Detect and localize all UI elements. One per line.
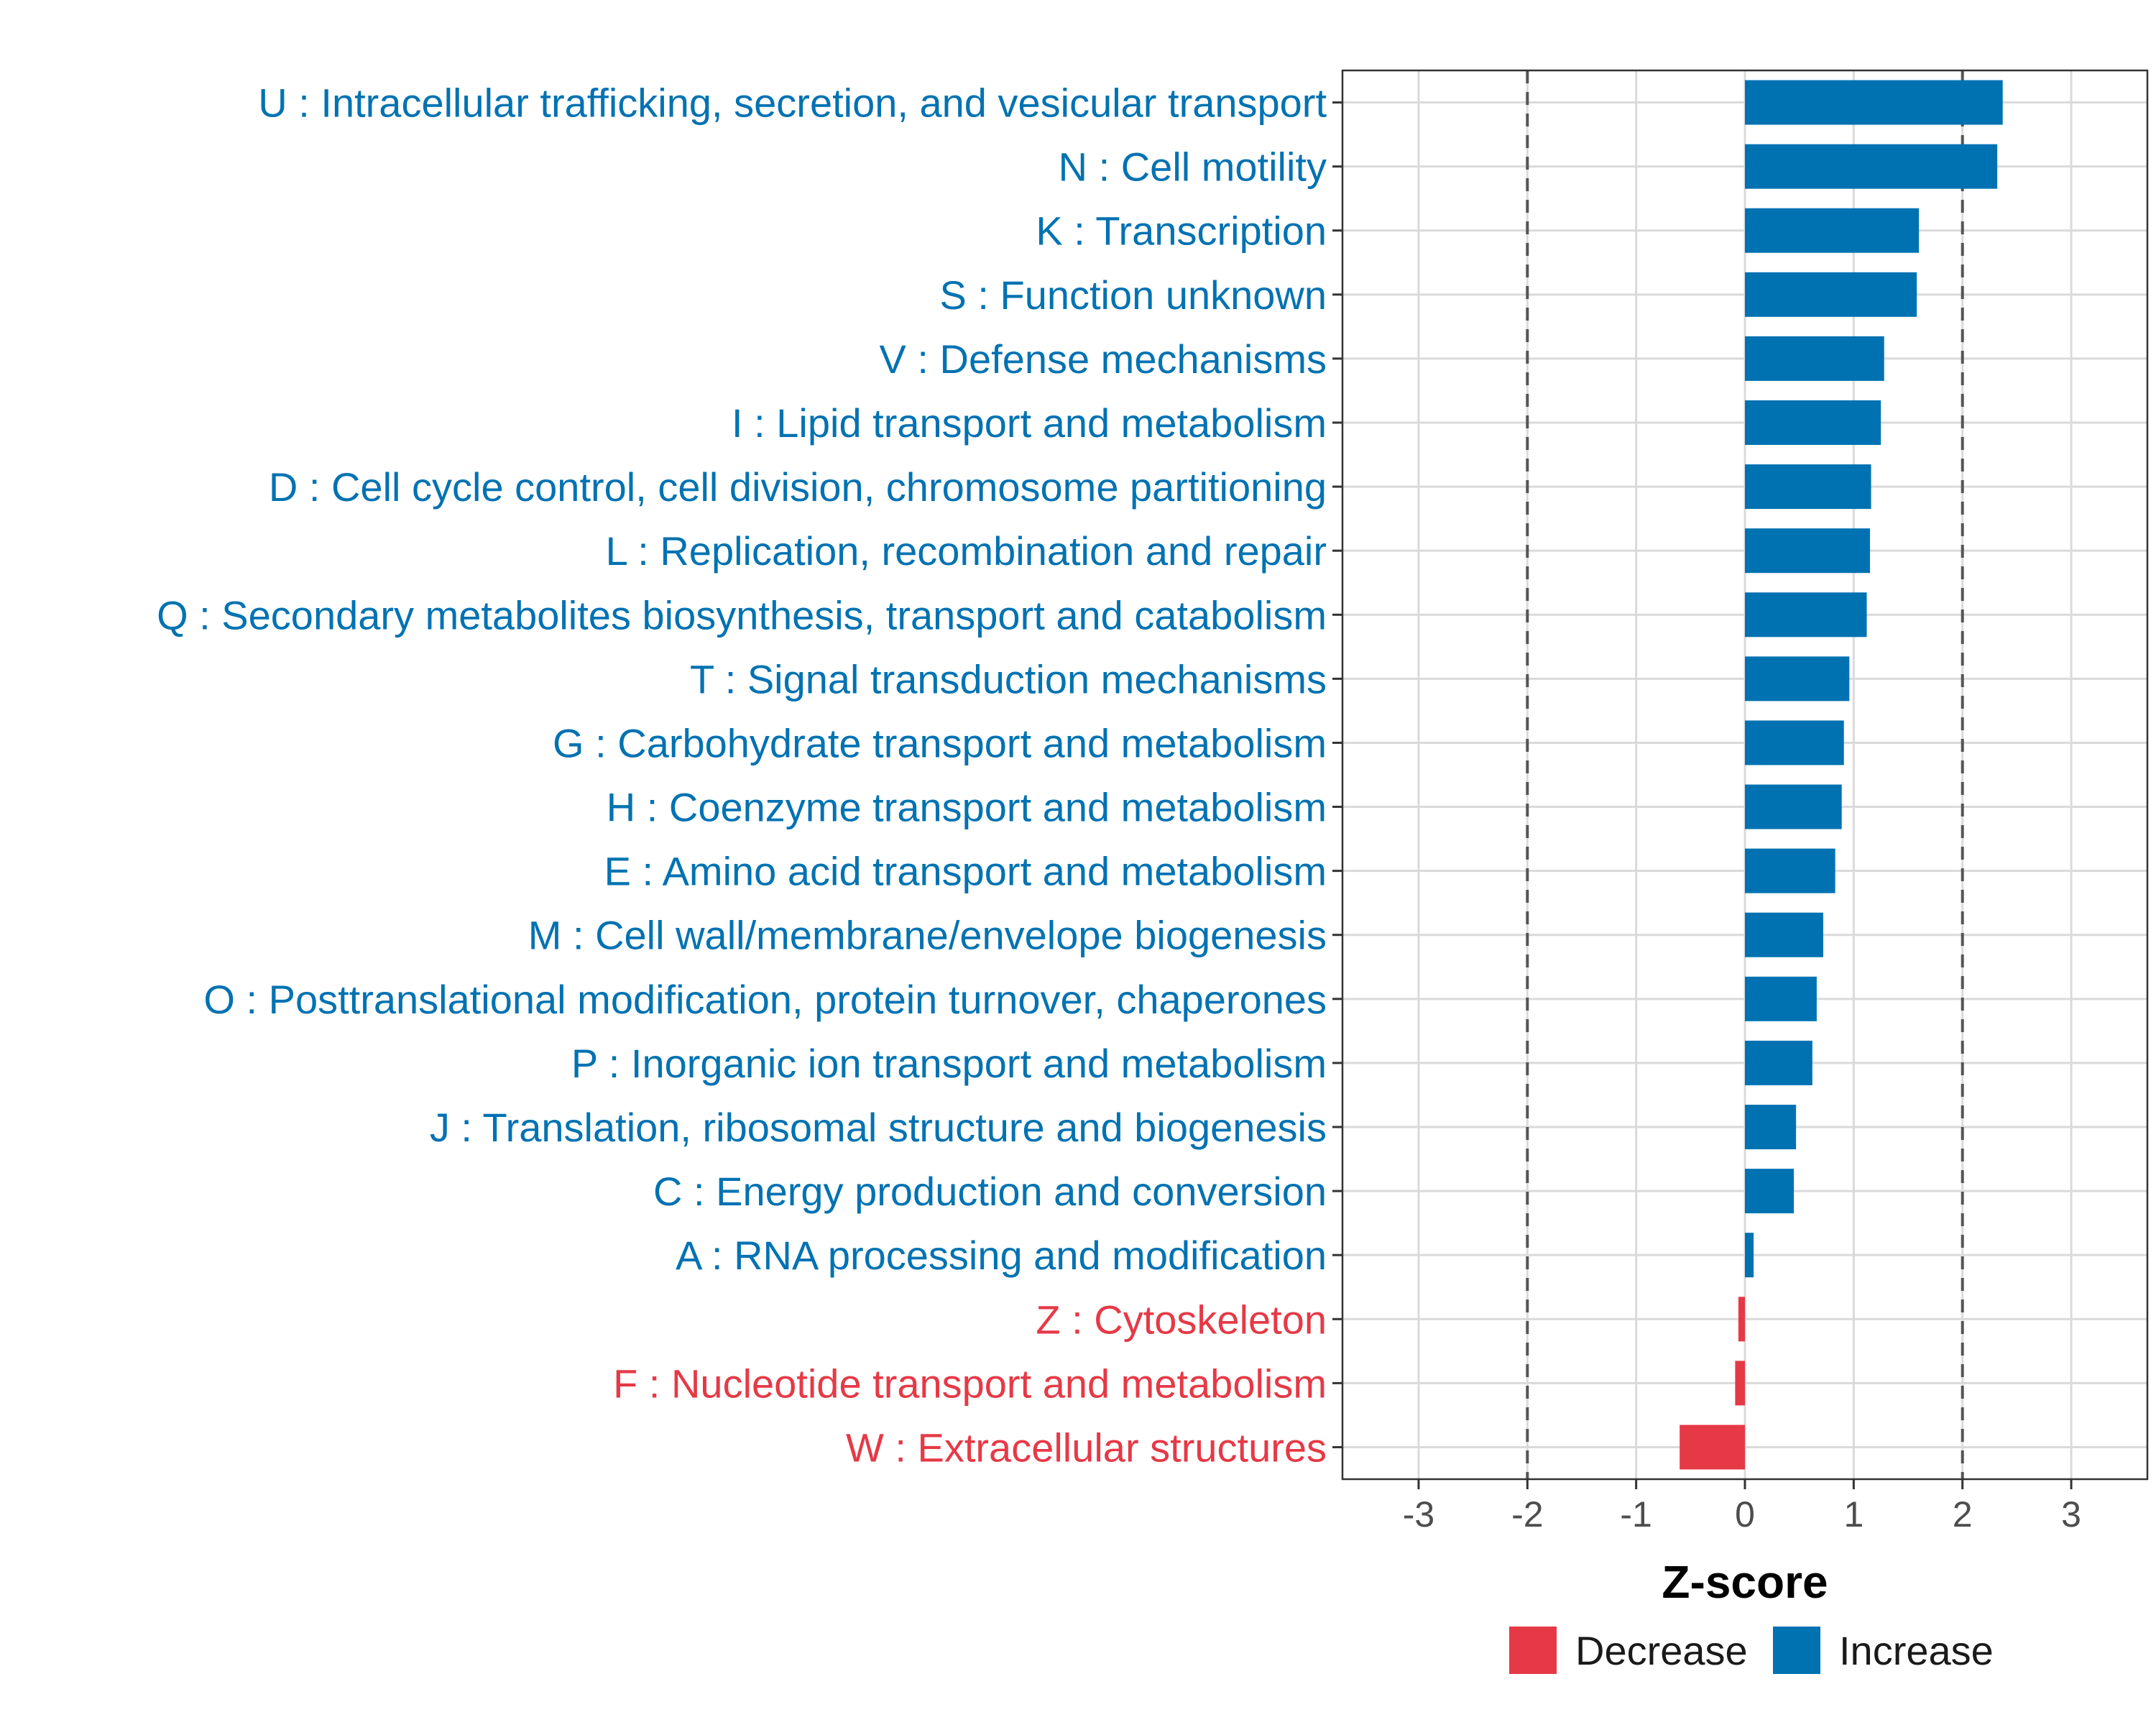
- category-label: U : Intracellular trafficking, secretion…: [258, 80, 1327, 126]
- bar: [1745, 1233, 1754, 1278]
- bar: [1745, 976, 1817, 1021]
- x-tick-label: 3: [2061, 1494, 2081, 1535]
- legend: Decrease Increase: [1509, 1627, 1994, 1674]
- x-axis-title: Z-score: [1662, 1556, 1828, 1608]
- x-tick-label: 1: [1843, 1494, 1864, 1535]
- category-label: V : Defense mechanisms: [880, 336, 1327, 382]
- category-label: I : Lipid transport and metabolism: [732, 400, 1327, 446]
- bar: [1745, 912, 1823, 957]
- bar: [1745, 80, 2003, 125]
- category-label: W : Extracellular structures: [846, 1425, 1327, 1470]
- legend-label-increase: Increase: [1839, 1628, 1994, 1673]
- category-label: A : RNA processing and modification: [676, 1233, 1327, 1278]
- bar: [1745, 400, 1881, 445]
- x-tick-label: -3: [1403, 1494, 1434, 1535]
- bar: [1745, 592, 1867, 638]
- bar: [1745, 656, 1850, 702]
- reference-lines: [1526, 70, 1964, 1479]
- legend-label-decrease: Decrease: [1575, 1628, 1748, 1673]
- category-label: Z : Cytoskeleton: [1036, 1297, 1327, 1342]
- legend-swatch-decrease: [1509, 1627, 1557, 1674]
- legend-swatch-increase: [1773, 1627, 1820, 1674]
- category-label: N : Cell motility: [1059, 144, 1327, 190]
- bar: [1745, 144, 1998, 189]
- bar: [1745, 1169, 1795, 1214]
- bar: [1745, 1105, 1797, 1149]
- bar: [1745, 784, 1842, 829]
- category-label: G : Carbohydrate transport and metabolis…: [553, 720, 1327, 765]
- bar: [1745, 528, 1871, 574]
- bar: [1745, 272, 1917, 317]
- category-label: S : Function unknown: [939, 272, 1327, 318]
- category-label: E : Amino acid transport and metabolism: [604, 849, 1327, 894]
- y-axis-ticks: [1332, 101, 1342, 1448]
- x-tick-label: 2: [1953, 1494, 1973, 1535]
- bar: [1745, 464, 1871, 510]
- category-label: J : Translation, ribosomal structure and…: [430, 1105, 1327, 1150]
- category-label: C : Energy production and conversion: [653, 1169, 1327, 1214]
- category-label: Q : Secondary metabolites biosynthesis, …: [157, 592, 1327, 638]
- category-label: P : Inorganic ion transport and metaboli…: [571, 1041, 1327, 1086]
- bar: [1745, 848, 1835, 893]
- bar: [1735, 1361, 1745, 1406]
- bar: [1745, 336, 1884, 381]
- bars: [1680, 80, 2003, 1470]
- category-label: O : Posttranslational modification, prot…: [203, 977, 1327, 1022]
- bar: [1745, 208, 1920, 253]
- category-label: F : Nucleotide transport and metabolism: [613, 1361, 1327, 1406]
- x-axis-ticks: -3 -2 -1 0 1 2 3: [1403, 1479, 2081, 1535]
- bar: [1680, 1425, 1745, 1470]
- x-tick-label: -1: [1620, 1494, 1651, 1535]
- bar: [1745, 1040, 1812, 1085]
- category-label: D : Cell cycle control, cell division, c…: [269, 464, 1327, 510]
- category-label: L : Replication, recombination and repai…: [606, 528, 1327, 574]
- x-tick-label: -2: [1511, 1494, 1543, 1535]
- x-tick-label: 0: [1735, 1494, 1755, 1535]
- category-label: M : Cell wall/membrane/envelope biogenes…: [528, 913, 1327, 958]
- bar: [1745, 720, 1844, 765]
- y-axis-labels: U : Intracellular trafficking, secretion…: [157, 80, 1327, 1471]
- bar: [1738, 1297, 1745, 1342]
- category-label: T : Signal transduction mechanisms: [690, 656, 1327, 702]
- category-label: K : Transcription: [1036, 208, 1327, 254]
- category-label: H : Coenzyme transport and metabolism: [607, 785, 1327, 830]
